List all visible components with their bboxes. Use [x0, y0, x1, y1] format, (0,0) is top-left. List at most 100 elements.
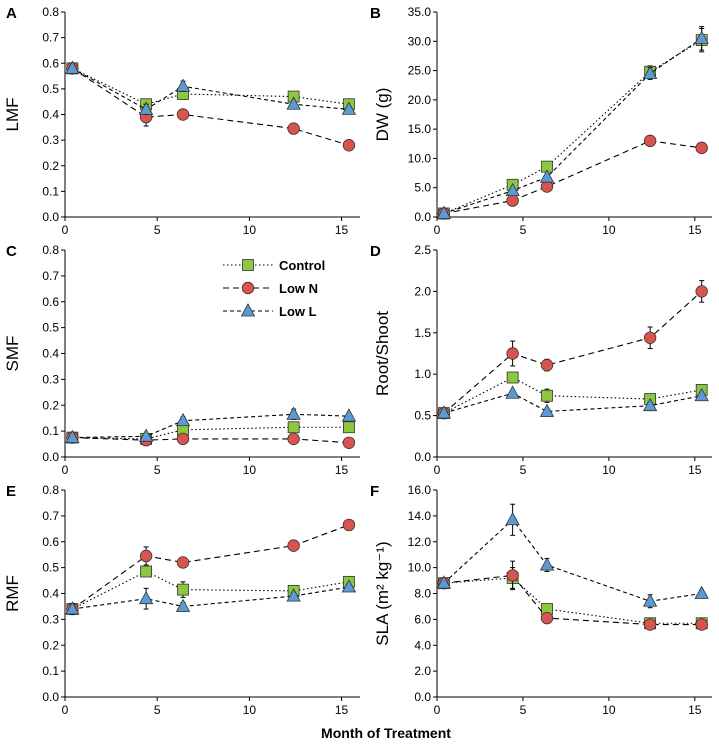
x-tick-label: 5	[154, 703, 161, 717]
data-point-lown	[287, 539, 300, 552]
x-tick-label: 10	[243, 223, 257, 237]
y-tick-label: 0.2	[42, 638, 59, 652]
panel-c: 0.0 0.1 0.2 0.3 0.4 0.5 0.6 0.7 0.8 0 5 10 15 SMF C Con…	[3, 243, 360, 477]
y-tick-label: 0.6	[42, 535, 59, 549]
x-tick-label: 5	[520, 463, 527, 477]
y-tick-label: 16.0	[408, 483, 432, 497]
data-point-lowl	[175, 598, 191, 612]
data-point-lown	[540, 358, 554, 372]
y-tick-label: 10.0	[408, 151, 432, 165]
y-tick-label: 0.5	[42, 561, 59, 575]
y-tick-label: 0.4	[42, 347, 59, 361]
series-line-control	[72, 570, 350, 610]
data-point-lowl	[694, 585, 709, 599]
y-tick-label: 0.3	[42, 372, 59, 386]
legend-marker-lown	[241, 281, 255, 295]
series-line-lown	[72, 67, 350, 146]
x-tick-label: 0	[62, 463, 69, 477]
series-line-lowl	[443, 392, 702, 414]
y-tick-label: 5.0	[414, 181, 431, 195]
data-point-lown	[287, 432, 300, 446]
panel-f: 0.0 2.0 4.0 6.0 8.0 10.0 12.0 14.0 16.0 0 5 10 15 SLA…	[370, 483, 712, 717]
x-tick-label: 15	[335, 463, 349, 477]
data-point-lowl	[138, 590, 154, 605]
y-tick-label: 6.0	[414, 612, 431, 626]
y-axis-title: RMF	[3, 575, 22, 612]
data-point-lown	[506, 194, 519, 207]
series-line-lowl	[72, 67, 349, 111]
y-axis-title: SLA (m² kg⁻¹)	[373, 541, 392, 645]
series-control	[437, 27, 708, 220]
y-tick-label: 0.5	[42, 321, 59, 335]
data-point-lowl	[65, 601, 80, 615]
data-point-lowl	[286, 96, 301, 110]
data-point-lowl	[436, 205, 452, 219]
data-point-lowl	[436, 575, 452, 589]
series-lown	[437, 134, 708, 220]
panel-a: 0.0 0.1 0.2 0.3 0.4 0.5 0.6 0.7 0.8 0 5 10 15 LMF A	[3, 5, 360, 237]
data-point-lowl	[694, 387, 709, 402]
series-lowl	[65, 406, 357, 443]
data-point-lown	[643, 618, 657, 631]
data-point-lown	[695, 285, 708, 298]
y-tick-label: 0.8	[42, 243, 59, 257]
data-point-lowl	[642, 397, 658, 412]
data-point-lowl	[341, 408, 357, 422]
panel-label: F	[370, 483, 379, 500]
data-point-lowl	[175, 412, 191, 427]
data-point-lown	[540, 611, 554, 625]
y-tick-label: 12.0	[408, 535, 432, 549]
series-line-control	[72, 426, 349, 440]
data-point-lowl	[286, 406, 301, 420]
series-line-lown	[72, 524, 350, 610]
x-tick-label: 0	[434, 223, 441, 237]
data-point-lowl	[505, 182, 520, 197]
data-point-lown	[643, 331, 657, 344]
y-tick-label: 0.1	[42, 664, 59, 678]
y-tick-label: 0.0	[414, 210, 431, 224]
series-lowl	[436, 385, 709, 419]
data-point-lowl	[539, 557, 555, 571]
data-point-lown	[506, 569, 519, 582]
x-tick-label: 15	[688, 463, 702, 477]
y-axis-title: SMF	[3, 336, 22, 372]
y-tick-label: 0.8	[42, 5, 59, 19]
panel-label: D	[370, 243, 381, 260]
y-tick-label: 0.6	[42, 295, 59, 309]
x-tick-label: 0	[434, 703, 441, 717]
x-tick-label: 10	[243, 703, 257, 717]
y-tick-label: 0.0	[42, 690, 59, 704]
series-lowl	[65, 579, 357, 615]
y-tick-label: 14.0	[408, 509, 432, 523]
legend-label-control: Control	[279, 258, 325, 273]
y-tick-label: 0.4	[42, 587, 59, 601]
panel-label: B	[370, 5, 381, 22]
series-lowl	[436, 26, 709, 219]
x-tick-label: 10	[602, 703, 616, 717]
data-point-lown	[176, 432, 190, 446]
x-tick-label: 15	[688, 703, 702, 717]
data-point-lowl	[539, 169, 555, 183]
series-lown	[437, 280, 708, 420]
data-point-lowl	[65, 429, 80, 443]
series-line-lown	[443, 140, 702, 215]
series-control	[66, 62, 355, 111]
data-point-lowl	[642, 65, 658, 79]
series-lowl	[65, 60, 357, 115]
panel-b: 0.0 5.0 10.0 15.0 20.0 25.0 30.0 35.0 0 5 10 15 DW (…	[370, 5, 712, 237]
x-tick-label: 5	[154, 223, 161, 237]
y-tick-label: 0.7	[42, 269, 59, 283]
y-tick-label: 0.1	[42, 424, 59, 438]
x-tick-label: 0	[434, 463, 441, 477]
y-tick-label: 2.0	[414, 284, 431, 298]
panel-d: 0.0 0.5 1.0 1.5 2.0 2.5 0 5 10 15 Root/Shoot D	[370, 243, 712, 477]
data-point-lown	[287, 122, 300, 135]
y-tick-label: 0.3	[42, 133, 59, 147]
data-point-lowl	[138, 428, 154, 442]
legend-label-lowl: Low L	[279, 304, 317, 319]
data-point-lown	[643, 134, 657, 148]
y-tick-label: 0.0	[414, 690, 431, 704]
y-tick-label: 0.7	[42, 31, 59, 45]
y-tick-label: 2.0	[414, 664, 431, 678]
